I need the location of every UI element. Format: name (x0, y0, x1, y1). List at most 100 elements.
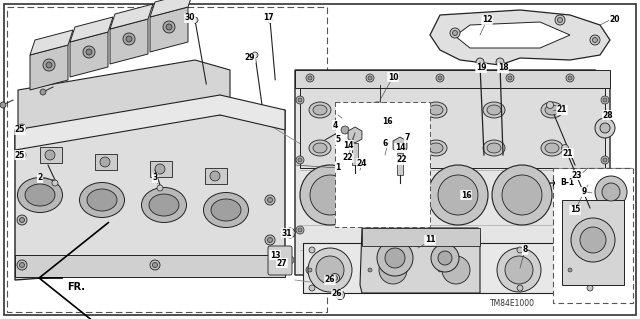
Circle shape (547, 101, 554, 108)
Ellipse shape (545, 143, 559, 153)
Ellipse shape (483, 140, 505, 156)
Ellipse shape (211, 199, 241, 221)
Circle shape (45, 150, 55, 160)
Bar (205, 168, 227, 184)
Polygon shape (30, 30, 73, 55)
Circle shape (602, 183, 620, 201)
Circle shape (306, 266, 314, 274)
Circle shape (377, 285, 383, 291)
Polygon shape (30, 45, 68, 90)
Circle shape (296, 156, 304, 164)
Text: 30: 30 (185, 13, 195, 23)
Circle shape (52, 180, 58, 186)
Circle shape (265, 195, 275, 205)
Polygon shape (393, 137, 407, 153)
Circle shape (330, 273, 339, 283)
Circle shape (17, 215, 27, 225)
Bar (303, 243, 598, 293)
Circle shape (506, 266, 514, 274)
Circle shape (333, 276, 337, 280)
Ellipse shape (367, 102, 389, 118)
Circle shape (595, 176, 627, 208)
Circle shape (452, 31, 458, 35)
Circle shape (309, 285, 315, 291)
Text: 14: 14 (395, 144, 405, 152)
Bar (150, 161, 172, 177)
Circle shape (308, 76, 312, 80)
Ellipse shape (425, 140, 447, 156)
Polygon shape (430, 10, 610, 65)
Circle shape (566, 74, 574, 82)
Circle shape (496, 58, 504, 66)
Circle shape (428, 165, 488, 225)
Ellipse shape (313, 105, 327, 115)
Text: 19: 19 (476, 63, 486, 72)
Text: 3: 3 (152, 174, 157, 182)
Circle shape (298, 98, 302, 102)
Circle shape (296, 96, 304, 104)
Circle shape (286, 256, 294, 264)
Ellipse shape (87, 189, 117, 211)
Circle shape (601, 226, 609, 234)
Bar (352, 143, 358, 165)
Circle shape (374, 175, 414, 215)
Ellipse shape (204, 192, 248, 227)
Bar (40, 147, 62, 163)
Circle shape (450, 28, 460, 38)
Circle shape (86, 49, 92, 55)
Circle shape (434, 248, 478, 292)
Bar (553, 168, 633, 303)
Text: 29: 29 (244, 54, 255, 63)
Circle shape (43, 59, 55, 71)
Polygon shape (70, 17, 113, 42)
Circle shape (438, 251, 452, 265)
Text: 21: 21 (563, 149, 573, 158)
Circle shape (508, 76, 512, 80)
Circle shape (267, 17, 273, 23)
Circle shape (20, 153, 24, 157)
Bar (562, 200, 624, 285)
Circle shape (316, 256, 344, 284)
Ellipse shape (483, 102, 505, 118)
Text: 26: 26 (324, 276, 335, 285)
Circle shape (335, 291, 344, 300)
Circle shape (476, 58, 484, 66)
Text: 17: 17 (262, 13, 273, 23)
Circle shape (517, 247, 523, 253)
Circle shape (447, 247, 453, 253)
Bar (15, 255, 285, 277)
Ellipse shape (141, 188, 186, 222)
Circle shape (402, 145, 408, 151)
Text: 26: 26 (332, 290, 342, 299)
Text: 14: 14 (343, 140, 353, 150)
Ellipse shape (425, 102, 447, 118)
Circle shape (46, 62, 52, 68)
Circle shape (603, 228, 607, 232)
Circle shape (285, 228, 295, 238)
Text: 31: 31 (282, 228, 292, 238)
Text: TM84E1000: TM84E1000 (490, 299, 535, 308)
Ellipse shape (541, 140, 563, 156)
Text: 27: 27 (276, 258, 287, 268)
Circle shape (308, 248, 352, 292)
Circle shape (382, 152, 388, 158)
Text: 15: 15 (570, 205, 580, 214)
Circle shape (123, 33, 135, 45)
Circle shape (603, 158, 607, 162)
Bar (300, 88, 605, 168)
Circle shape (83, 46, 95, 58)
Ellipse shape (149, 194, 179, 216)
Ellipse shape (371, 105, 385, 115)
Circle shape (436, 74, 444, 82)
Circle shape (163, 21, 175, 33)
Circle shape (310, 175, 350, 215)
Circle shape (192, 17, 198, 23)
Circle shape (296, 226, 304, 234)
Text: 25: 25 (15, 125, 25, 135)
Ellipse shape (371, 143, 385, 153)
Circle shape (155, 164, 165, 174)
Text: 22: 22 (343, 153, 353, 162)
Ellipse shape (309, 102, 331, 118)
Polygon shape (295, 70, 610, 275)
Circle shape (298, 228, 302, 232)
